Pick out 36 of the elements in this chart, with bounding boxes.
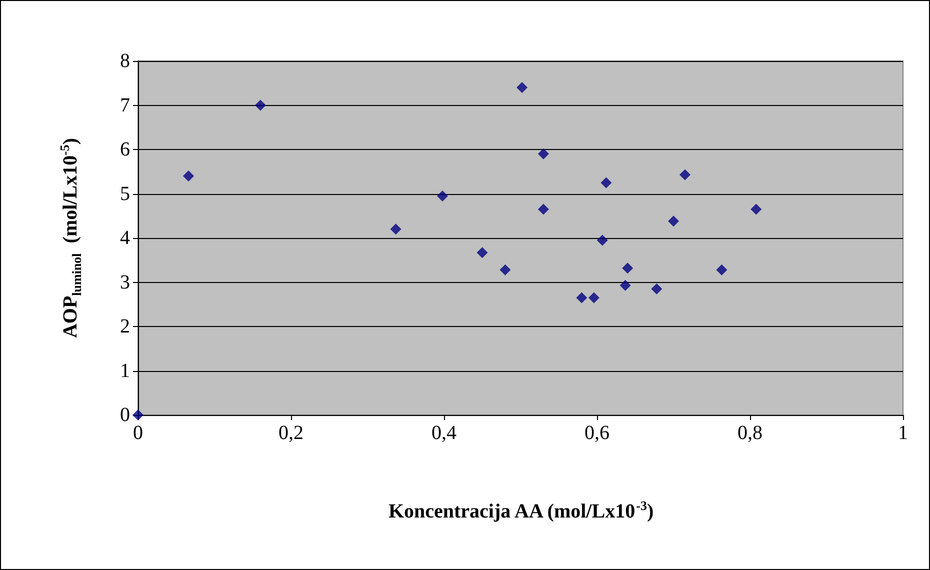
point — [651, 283, 662, 294]
point — [132, 410, 144, 420]
point — [182, 170, 194, 182]
point — [538, 148, 549, 160]
point — [679, 169, 690, 180]
point — [500, 264, 511, 276]
y-axis-title: AOPluminol (mol/Lx10-5) — [57, 138, 84, 338]
x-tick-label: 0,4 — [432, 422, 456, 444]
point — [436, 190, 448, 202]
y-tick-label: 5 — [120, 182, 130, 205]
x-tick-label: 1 — [898, 422, 908, 444]
point — [600, 177, 612, 188]
y-tick-label: 6 — [120, 138, 130, 160]
point — [390, 224, 402, 235]
y-tick-label: 0 — [120, 404, 130, 426]
point — [588, 292, 600, 304]
x-tick-label: 0,2 — [278, 422, 304, 444]
y-tick-label: 4 — [120, 227, 130, 249]
point — [476, 247, 488, 258]
y-tick-label: 7 — [120, 94, 130, 116]
point — [620, 280, 631, 291]
point — [254, 100, 266, 111]
y-tick-label: 2 — [120, 316, 130, 338]
point — [576, 292, 588, 304]
point — [622, 262, 634, 274]
point — [716, 264, 728, 276]
point — [516, 82, 528, 94]
y-tick-label: 8 — [120, 50, 130, 72]
y-tick-label: 3 — [120, 271, 130, 294]
point — [596, 234, 608, 246]
point — [668, 216, 679, 227]
y-tick-label: 1 — [120, 360, 130, 382]
point — [750, 204, 762, 215]
x-tick-label: 0,6 — [584, 422, 610, 444]
point — [538, 204, 549, 215]
x-tick-label: 0,8 — [738, 422, 762, 444]
